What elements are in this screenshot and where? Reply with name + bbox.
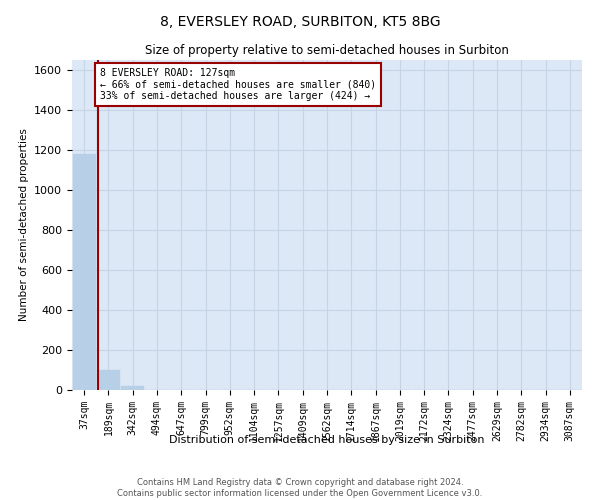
Text: Contains HM Land Registry data © Crown copyright and database right 2024.
Contai: Contains HM Land Registry data © Crown c… — [118, 478, 482, 498]
Bar — [121, 386, 144, 390]
Text: Distribution of semi-detached houses by size in Surbiton: Distribution of semi-detached houses by … — [169, 435, 485, 445]
Title: Size of property relative to semi-detached houses in Surbiton: Size of property relative to semi-detach… — [145, 44, 509, 58]
Text: 8, EVERSLEY ROAD, SURBITON, KT5 8BG: 8, EVERSLEY ROAD, SURBITON, KT5 8BG — [160, 15, 440, 29]
Text: 8 EVERSLEY ROAD: 127sqm
← 66% of semi-detached houses are smaller (840)
33% of s: 8 EVERSLEY ROAD: 127sqm ← 66% of semi-de… — [100, 68, 376, 101]
Y-axis label: Number of semi-detached properties: Number of semi-detached properties — [19, 128, 29, 322]
Bar — [97, 370, 120, 390]
Bar — [73, 154, 95, 390]
